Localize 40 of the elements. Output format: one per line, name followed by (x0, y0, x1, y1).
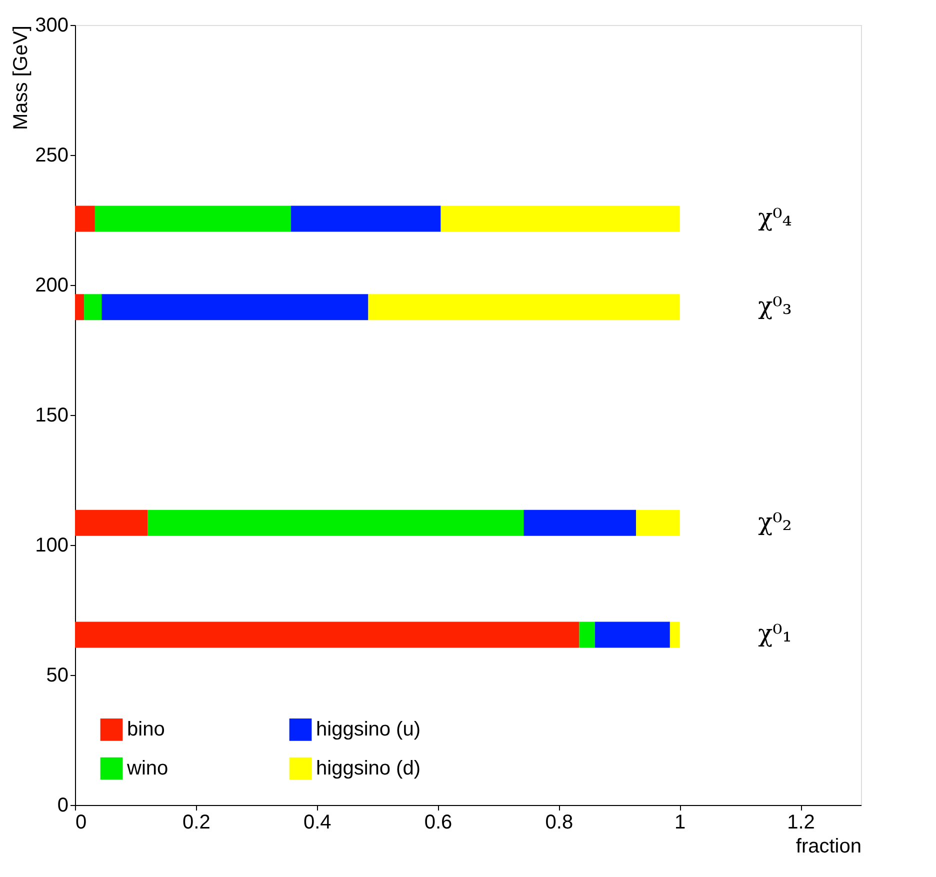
x-tick-label: 0.6 (424, 812, 452, 834)
y-tick-label: 150 (35, 404, 68, 426)
bar (670, 622, 680, 648)
x-tick-label: 1.2 (787, 812, 815, 834)
bar (524, 510, 636, 536)
annotation: χ⁰₃ (758, 292, 792, 320)
x-tick-label: 0.8 (545, 812, 574, 834)
x-tick-label: 1 (674, 812, 686, 834)
y-tick-label: 300 (35, 14, 68, 36)
x-tick-label: 0 (76, 812, 87, 834)
x-tick-label: 0.4 (303, 812, 332, 834)
bar (290, 206, 441, 232)
bar (75, 294, 84, 320)
bar (440, 206, 680, 232)
x-tick-label: 0.2 (182, 812, 210, 834)
legend-label: wino (126, 758, 168, 780)
legend-label: bino (127, 718, 165, 741)
annotation: χ⁰₁ (758, 620, 792, 648)
bar (84, 294, 102, 320)
y-tick-label: 100 (35, 534, 68, 556)
legend-label: higgsino (d) (316, 758, 421, 780)
bar (594, 622, 670, 648)
bar (148, 510, 524, 536)
bar (75, 510, 148, 536)
bar (579, 622, 595, 648)
y-tick-label: 50 (46, 664, 68, 686)
annotation: χ⁰₄ (758, 204, 792, 232)
x-axis-title: fraction (796, 836, 862, 858)
y-tick-label: 200 (35, 274, 68, 296)
annotation: χ⁰₂ (758, 508, 792, 536)
y-tick-label: 250 (35, 144, 68, 166)
y-tick-label: 0 (57, 794, 68, 816)
bar (102, 294, 368, 320)
legend-label: higgsino (u) (316, 718, 421, 741)
y-axis-title: Mass [GeV] (10, 26, 32, 130)
bar (368, 294, 680, 320)
bar (75, 622, 580, 648)
bar (75, 206, 95, 232)
bar (94, 206, 291, 232)
bar (636, 510, 680, 536)
